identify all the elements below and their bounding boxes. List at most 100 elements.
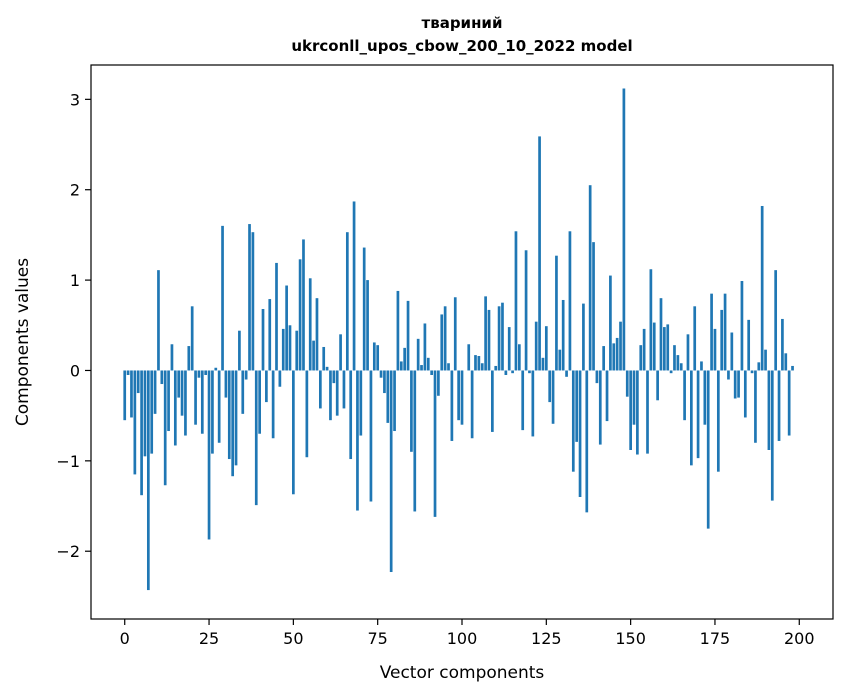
y-tick-label: 2 bbox=[70, 181, 80, 200]
bar-73 bbox=[369, 370, 373, 502]
bar-84 bbox=[406, 300, 410, 371]
bar-159 bbox=[659, 298, 663, 371]
bar-154 bbox=[642, 328, 646, 371]
bar-32 bbox=[231, 370, 235, 477]
bar-2 bbox=[130, 370, 133, 418]
bar-81 bbox=[396, 290, 400, 371]
bar-142 bbox=[602, 346, 606, 371]
bar-122 bbox=[534, 321, 538, 371]
bar-163 bbox=[673, 345, 676, 371]
x-tick-label: 150 bbox=[615, 629, 646, 648]
bar-182 bbox=[737, 370, 740, 398]
bar-37 bbox=[248, 224, 251, 371]
bar-126 bbox=[548, 370, 552, 403]
bar-137 bbox=[585, 370, 589, 513]
bar-99 bbox=[457, 370, 460, 421]
y-tick-label: 0 bbox=[70, 361, 80, 380]
bar-64 bbox=[339, 334, 342, 371]
bar-34 bbox=[238, 330, 241, 371]
y-tick-label: −1 bbox=[56, 452, 80, 471]
bar-36 bbox=[244, 370, 248, 380]
bar-175 bbox=[713, 328, 717, 371]
bar-67 bbox=[349, 370, 353, 460]
x-tick-label: 100 bbox=[447, 629, 478, 648]
bar-63 bbox=[335, 370, 339, 416]
bar-74 bbox=[372, 342, 376, 371]
bar-15 bbox=[173, 370, 177, 446]
bar-24 bbox=[204, 370, 208, 375]
bar-165 bbox=[679, 363, 683, 371]
bar-54 bbox=[305, 370, 309, 458]
x-tick-label: 75 bbox=[368, 629, 388, 648]
bar-118 bbox=[521, 370, 525, 431]
bar-136 bbox=[582, 303, 585, 371]
bar-191 bbox=[767, 370, 771, 450]
bar-117 bbox=[517, 344, 521, 371]
bar-11 bbox=[160, 370, 164, 385]
bar-40 bbox=[258, 370, 261, 434]
bar-180 bbox=[730, 332, 734, 371]
x-tick-label: 25 bbox=[199, 629, 219, 648]
bar-138 bbox=[588, 185, 592, 371]
bar-141 bbox=[598, 370, 602, 445]
bar-3 bbox=[133, 370, 137, 475]
bar-133 bbox=[571, 370, 575, 472]
bar-177 bbox=[720, 309, 724, 371]
bar-35 bbox=[241, 370, 245, 414]
y-axis-ticks: −2 −1 0 1 2 3 bbox=[56, 90, 91, 561]
bar-121 bbox=[531, 370, 535, 437]
bar-192 bbox=[770, 370, 774, 501]
bar-18 bbox=[184, 370, 187, 436]
bar-16 bbox=[177, 370, 181, 398]
bar-145 bbox=[612, 343, 616, 371]
bar-164 bbox=[676, 355, 680, 371]
bar-58 bbox=[319, 370, 322, 409]
bar-48 bbox=[285, 285, 288, 371]
bar-93 bbox=[437, 370, 440, 396]
bar-69 bbox=[356, 370, 359, 511]
bar-150 bbox=[629, 370, 632, 450]
bar-45 bbox=[275, 262, 278, 371]
y-tick-label: 1 bbox=[70, 271, 80, 290]
bar-189 bbox=[760, 205, 764, 371]
bar-92 bbox=[433, 370, 437, 517]
bar-61 bbox=[329, 370, 332, 421]
bar-30 bbox=[224, 370, 228, 398]
bar-161 bbox=[666, 324, 670, 371]
bar-109 bbox=[491, 370, 494, 432]
bar-102 bbox=[467, 344, 471, 371]
bar-21 bbox=[194, 370, 197, 425]
bar-14 bbox=[170, 344, 174, 371]
bar-187 bbox=[754, 370, 757, 443]
bar-1 bbox=[126, 370, 130, 375]
chart-subtitle: ukrconll_upos_cbow_200_10_2022 model bbox=[291, 37, 632, 55]
bar-42 bbox=[265, 370, 268, 403]
bar-97 bbox=[450, 370, 454, 441]
bar-105 bbox=[477, 356, 481, 371]
bar-171 bbox=[700, 361, 703, 371]
bar-104 bbox=[474, 355, 477, 371]
bar-143 bbox=[605, 370, 609, 422]
bar-68 bbox=[352, 201, 356, 371]
bar-88 bbox=[420, 365, 423, 371]
bar-116 bbox=[514, 231, 518, 371]
bar-65 bbox=[342, 370, 346, 409]
bar-77 bbox=[383, 370, 386, 394]
bar-46 bbox=[278, 370, 282, 387]
bar-55 bbox=[308, 278, 312, 371]
bar-108 bbox=[487, 309, 491, 371]
bar-174 bbox=[710, 293, 713, 371]
bar-20 bbox=[190, 306, 194, 371]
bar-47 bbox=[281, 328, 285, 371]
bar-113 bbox=[504, 370, 508, 375]
bar-60 bbox=[325, 366, 329, 371]
bar-23 bbox=[200, 370, 204, 434]
x-tick-label: 0 bbox=[120, 629, 130, 648]
bar-66 bbox=[345, 232, 349, 371]
bar-127 bbox=[551, 370, 555, 424]
bar-91 bbox=[430, 370, 433, 375]
bar-41 bbox=[261, 309, 265, 371]
bar-172 bbox=[703, 370, 707, 425]
bar-148 bbox=[622, 88, 626, 371]
